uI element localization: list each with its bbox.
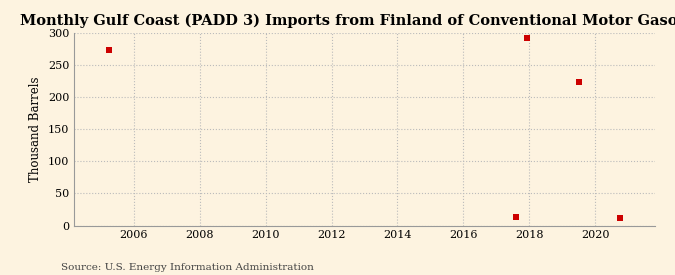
Title: Monthly Gulf Coast (PADD 3) Imports from Finland of Conventional Motor Gasoline: Monthly Gulf Coast (PADD 3) Imports from… (20, 13, 675, 28)
Y-axis label: Thousand Barrels: Thousand Barrels (30, 76, 43, 182)
Text: Source: U.S. Energy Information Administration: Source: U.S. Energy Information Administ… (61, 263, 314, 272)
